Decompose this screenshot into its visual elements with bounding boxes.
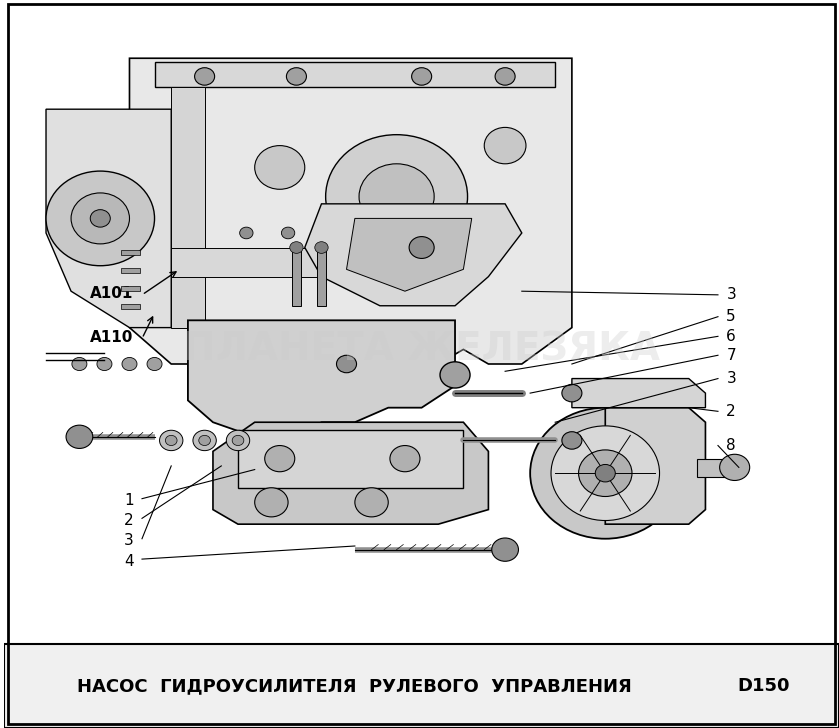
Circle shape: [159, 430, 183, 451]
Polygon shape: [347, 218, 472, 291]
Bar: [292, 248, 300, 306]
Circle shape: [255, 146, 305, 189]
Text: A101: A101: [91, 286, 133, 301]
Text: A110: A110: [91, 330, 133, 344]
Bar: [697, 459, 731, 477]
Polygon shape: [188, 320, 455, 437]
Bar: [121, 286, 139, 291]
Text: 8: 8: [727, 438, 736, 453]
Circle shape: [240, 227, 253, 239]
Polygon shape: [605, 408, 706, 524]
Circle shape: [492, 538, 519, 561]
Text: 2: 2: [124, 513, 133, 528]
Text: 3: 3: [727, 288, 736, 302]
Text: ПЛАНЕТА ЖЕЛЕЗЯКА: ПЛАНЕТА ЖЕЛЕЗЯКА: [183, 331, 660, 368]
Bar: [121, 268, 139, 273]
Circle shape: [326, 135, 467, 258]
Bar: [171, 87, 205, 328]
Text: НАСОС  ГИДРОУСИЛИТЕЛЯ  РУЛЕВОГО  УПРАВЛЕНИЯ: НАСОС ГИДРОУСИЛИТЕЛЯ РУЛЕВОГО УПРАВЛЕНИЯ: [77, 677, 633, 695]
Circle shape: [359, 164, 434, 229]
Circle shape: [562, 384, 582, 402]
Text: 3: 3: [124, 534, 133, 548]
Circle shape: [66, 425, 93, 448]
Text: D150: D150: [737, 677, 790, 695]
Circle shape: [72, 357, 87, 371]
Bar: [121, 304, 139, 309]
Circle shape: [71, 193, 129, 244]
Circle shape: [46, 171, 154, 266]
Bar: [121, 250, 139, 255]
Circle shape: [336, 355, 357, 373]
Circle shape: [199, 435, 211, 446]
Circle shape: [440, 362, 470, 388]
Text: 6: 6: [727, 329, 736, 344]
Bar: [317, 248, 326, 306]
Circle shape: [232, 435, 244, 446]
Text: 7: 7: [727, 348, 736, 363]
Circle shape: [495, 68, 515, 85]
Circle shape: [97, 357, 112, 371]
Circle shape: [562, 432, 582, 449]
Text: 4: 4: [124, 554, 133, 569]
Circle shape: [286, 68, 306, 85]
Polygon shape: [129, 58, 572, 364]
Polygon shape: [572, 379, 706, 408]
Circle shape: [281, 227, 294, 239]
Circle shape: [412, 68, 431, 85]
Bar: [4, 644, 839, 728]
Circle shape: [579, 450, 632, 496]
Circle shape: [595, 464, 615, 482]
Text: 2: 2: [727, 404, 736, 419]
Circle shape: [484, 127, 526, 164]
Bar: [154, 62, 555, 87]
Circle shape: [265, 446, 294, 472]
Circle shape: [147, 357, 162, 371]
Circle shape: [91, 210, 110, 227]
Text: 5: 5: [727, 309, 736, 324]
Circle shape: [530, 408, 680, 539]
Circle shape: [289, 242, 303, 253]
Circle shape: [409, 237, 434, 258]
Text: 1: 1: [124, 494, 133, 508]
Circle shape: [195, 68, 215, 85]
Circle shape: [390, 446, 420, 472]
Circle shape: [122, 357, 137, 371]
Bar: [238, 430, 463, 488]
Polygon shape: [46, 109, 171, 328]
Text: 3: 3: [727, 371, 736, 386]
Polygon shape: [305, 204, 522, 306]
Circle shape: [355, 488, 388, 517]
Bar: [171, 248, 380, 277]
Circle shape: [720, 454, 750, 480]
Circle shape: [255, 488, 288, 517]
Circle shape: [551, 426, 659, 521]
Circle shape: [193, 430, 216, 451]
Circle shape: [165, 435, 177, 446]
Circle shape: [315, 242, 328, 253]
Polygon shape: [213, 422, 488, 524]
Circle shape: [227, 430, 250, 451]
